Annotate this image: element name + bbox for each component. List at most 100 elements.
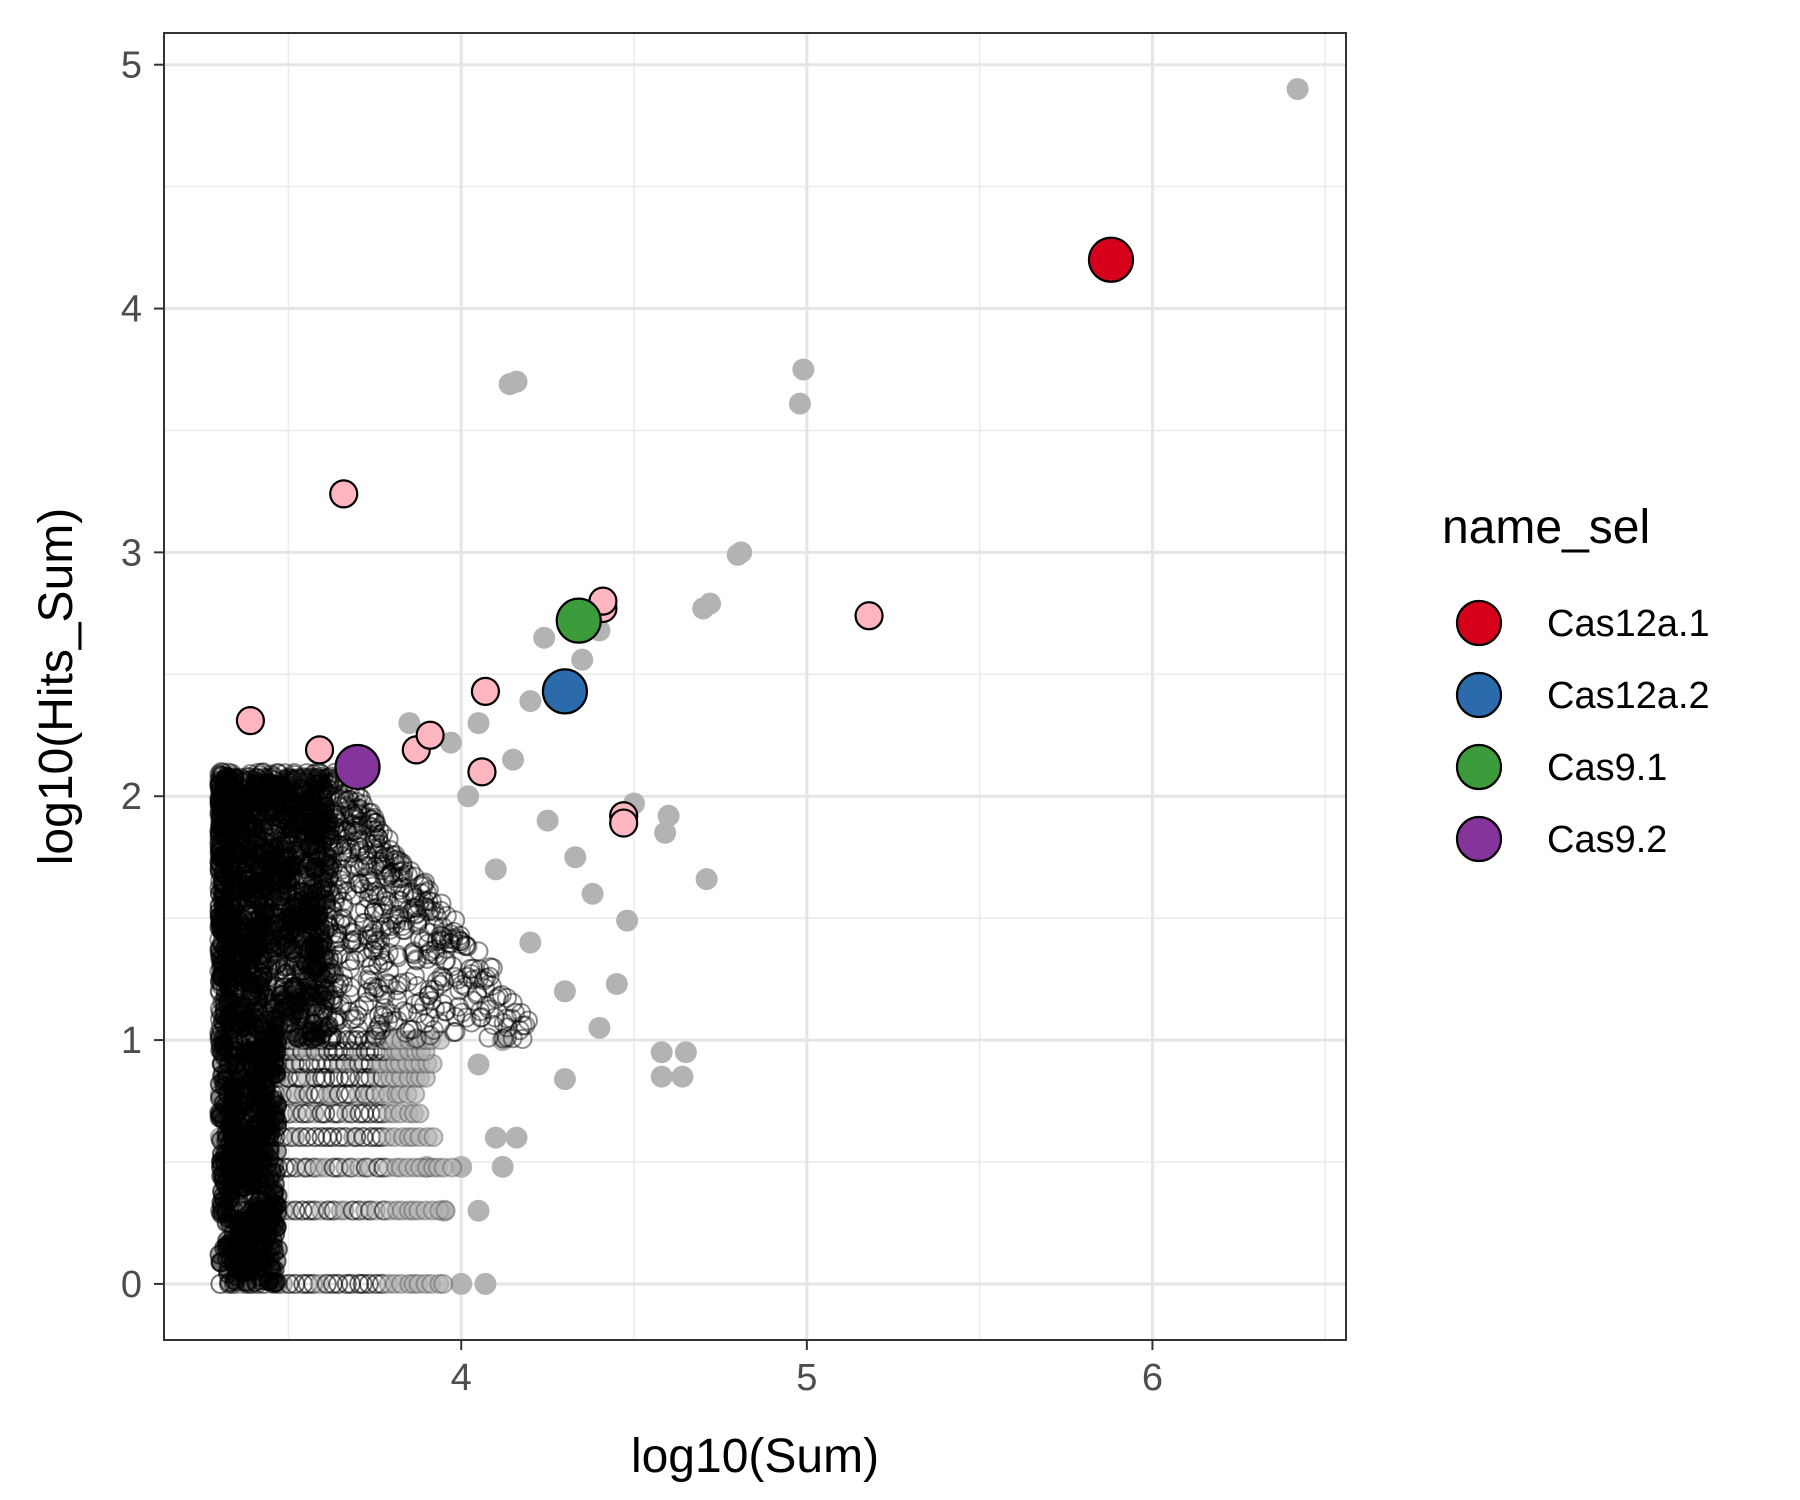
cloud-point [366,881,387,902]
cloud-point [315,894,336,915]
cloud-point [457,936,478,957]
cloud-point [365,825,386,846]
cloud-point [496,1008,517,1029]
cloud-point [348,873,369,894]
cloud-point [318,775,339,796]
cloud-point [407,914,428,935]
cloud-point [392,855,413,876]
highlighted-point [470,676,501,706]
background-point [491,1029,514,1052]
cloud-point [267,1116,288,1137]
cloud-point [317,855,338,876]
cloud-point [409,909,430,930]
cloud-point [318,881,339,902]
legend-label: Cas12a.2 [1547,675,1710,717]
cloud-point [353,878,374,899]
cloud-point [300,851,321,872]
cloud-point [223,865,244,886]
cloud-point [373,895,394,916]
cloud-point [344,929,365,950]
background-point [605,972,628,995]
cloud-point [362,939,383,960]
cloud-point [479,966,500,987]
cloud-point [341,815,362,836]
cloud-point [291,854,312,875]
cloud-point [340,977,361,998]
cloud-point [228,1150,249,1171]
cloud-point [333,788,354,809]
cloud-point [512,1028,533,1049]
cloud-point [365,927,386,948]
background-point [519,690,542,713]
cloud-point [358,807,379,828]
dense-point-cloud [209,761,539,1294]
cloud-point [371,919,392,940]
legend-label: Cas9.2 [1547,819,1667,861]
cloud-point [361,955,382,976]
axis-ticks: 4 5 6 0 1 2 3 4 5 [121,45,1163,1399]
cloud-point [375,985,396,1006]
cloud-point [365,812,386,833]
cloud-point [418,933,439,954]
cloud-point [348,1018,369,1039]
cloud-point [359,964,380,985]
cloud-point [354,995,375,1016]
cloud-point [236,1271,257,1292]
series-point-cas12a-1 [1087,236,1135,283]
legend-label: Cas12a.1 [1547,603,1710,645]
cloud-point [392,877,413,898]
cloud-point [334,821,355,842]
background-point [657,804,680,827]
background-point [439,731,462,754]
cloud-point [209,837,230,858]
legend: name_sel Cas12a.1 Cas12a.2 Cas9.1 Cas9.2 [1442,501,1710,863]
cloud-point [501,1008,522,1029]
background-point [467,712,490,735]
cloud-point [336,791,357,812]
cloud-point [358,888,379,909]
cloud-point [469,959,490,980]
cloud-point [325,935,346,956]
cloud-point [352,1273,373,1294]
cloud-point [219,1030,240,1051]
cloud-point [406,903,427,924]
cloud-point [361,809,382,830]
cloud-point [257,971,278,992]
cloud-point [394,920,415,941]
cloud-point [361,802,382,823]
cloud-point [377,973,398,994]
highlighted-points [235,479,884,838]
cloud-point [407,912,428,933]
highlighted-point [415,720,445,750]
cloud-point [389,851,410,872]
cloud-point [216,1070,237,1091]
background-point [650,1065,673,1088]
cloud-point [236,785,257,806]
cloud-point [316,877,337,898]
cloud-point [362,923,383,944]
cloud-point [271,959,292,980]
cloud-point [362,916,383,937]
y-axis-title: log10(Hits_Sum) [30,508,83,865]
cloud-point [213,1166,234,1187]
cloud-point [397,864,418,885]
cloud-point [383,1010,404,1031]
cloud-point [384,850,405,871]
cloud-point [380,840,401,861]
cloud-point [250,915,271,936]
cloud-point [431,893,452,914]
cloud-point [292,1200,313,1221]
cloud-point [385,844,406,865]
cloud-point [470,1007,491,1028]
cloud-point [405,949,426,970]
cloud-point [268,1015,289,1036]
cloud-point [390,862,411,883]
cloud-point [346,1127,367,1148]
cloud-point [388,905,409,926]
cloud-point [379,847,400,868]
cloud-point [405,994,426,1015]
cloud-point [327,928,348,949]
cloud-point [407,976,428,997]
cloud-point [374,998,395,1019]
cloud-point [327,978,348,999]
